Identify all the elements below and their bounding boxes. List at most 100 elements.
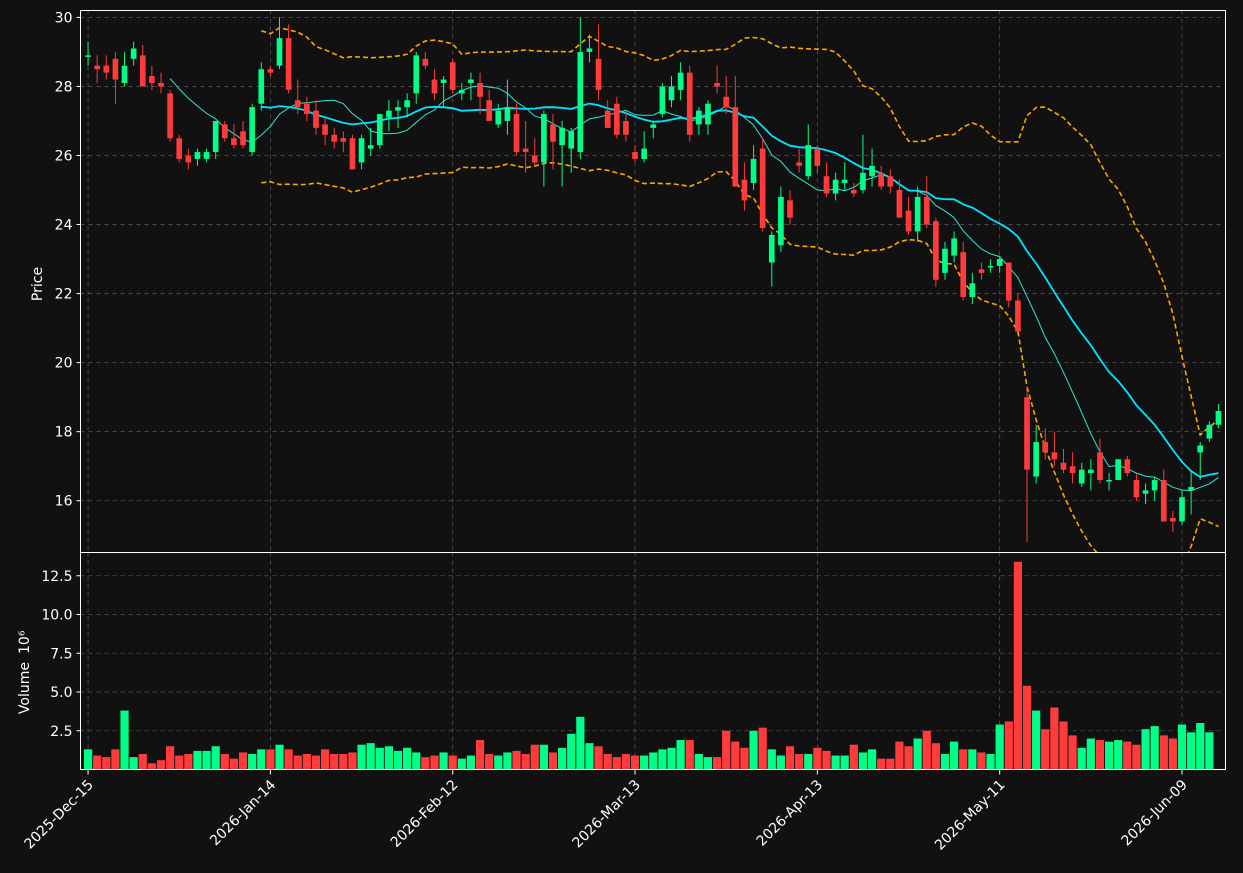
price-tick-label: 18 (55, 425, 73, 441)
candle-body (1078, 469, 1085, 484)
candle-body (231, 138, 237, 146)
volume-bar (302, 754, 311, 770)
volume-bar (558, 747, 567, 770)
volume-bar (248, 754, 257, 770)
candle-body (276, 38, 283, 66)
candle-body (550, 124, 556, 142)
volume-bar (767, 749, 776, 770)
moving-averages (169, 78, 1219, 492)
candle-body (522, 148, 529, 153)
volume-bar (1177, 724, 1187, 770)
volume-bar (120, 710, 129, 770)
candle-body (659, 86, 666, 115)
volume-bar (293, 755, 302, 770)
volume-bar (785, 746, 795, 770)
candle-body (212, 120, 219, 153)
volume-bar (202, 750, 211, 770)
candle-body (495, 110, 502, 125)
candle-body (987, 265, 994, 268)
volume-bar (676, 740, 685, 770)
candle-body (714, 82, 720, 87)
volume-tick-label: 2.5 (50, 724, 72, 740)
candle-body (358, 138, 365, 163)
volume-bar (457, 758, 466, 770)
candle-body (413, 55, 420, 94)
candle-body (194, 152, 201, 159)
candle-body (1197, 445, 1204, 453)
volume-bar (940, 754, 950, 770)
volume-bar (649, 752, 658, 770)
volume-bar (758, 727, 767, 770)
volume-bar (1041, 729, 1050, 770)
volume-bar (102, 757, 111, 770)
volume-bar (1150, 726, 1159, 770)
price-tick-label: 26 (55, 148, 73, 164)
volume-bar (1141, 729, 1150, 770)
volume-bar (229, 758, 239, 770)
volume-panel-frame (80, 552, 1226, 770)
volume-bar (904, 746, 913, 770)
candle-body (1033, 442, 1039, 477)
volume-axis-label-group: Volume 10⁶ (17, 630, 33, 714)
volume-bar (1013, 561, 1023, 770)
volume-bar (594, 746, 603, 770)
volume-bar (129, 757, 138, 770)
candle-body (823, 176, 830, 194)
volume-bar (393, 750, 403, 770)
volume-bar (813, 747, 822, 770)
candle-body (933, 221, 939, 280)
candle-body (221, 124, 228, 139)
volume-bar (366, 743, 375, 770)
volume-bars (83, 561, 1214, 770)
candle-body (996, 259, 1003, 266)
volume-bar (266, 749, 275, 770)
volume-bar (475, 740, 485, 770)
volume-bar (466, 755, 476, 770)
volume-bar (822, 750, 831, 770)
price-tick-label: 16 (55, 494, 73, 510)
candle-body (686, 72, 693, 135)
bollinger-bands (261, 26, 1220, 553)
volume-bar (1086, 738, 1095, 770)
volume-bar (320, 749, 330, 770)
candle-body (176, 138, 183, 159)
volume-bar (384, 746, 393, 770)
candle-body (477, 82, 483, 97)
candle-body (313, 110, 319, 128)
volume-bar (685, 740, 694, 770)
volume-bar (712, 757, 722, 770)
volume-bar (913, 738, 922, 770)
volume-bar (986, 754, 995, 770)
candle-body (1124, 459, 1131, 474)
candle-body (668, 86, 675, 101)
volume-bar (886, 758, 895, 770)
candle-body (349, 138, 356, 170)
volume-bar (640, 755, 649, 770)
price-candles (85, 17, 1222, 543)
candle-body (513, 114, 520, 153)
price-y-ticks: 16 18 20 22 24 26 28 30 (55, 10, 81, 510)
volume-bar (949, 741, 959, 770)
candle-body (103, 65, 110, 73)
volume-bar (357, 744, 366, 770)
volume-bar (630, 755, 640, 770)
volume-bar (403, 747, 412, 770)
ma-fast-line (169, 78, 1219, 492)
candle-body (568, 131, 575, 149)
candle-body (641, 148, 647, 159)
volume-bar (776, 755, 785, 770)
candle-body (1024, 397, 1030, 470)
candle-body (750, 158, 757, 184)
candle-body (267, 69, 274, 73)
candle-body (1015, 300, 1021, 332)
volume-bar (740, 747, 749, 770)
candle-body (623, 120, 629, 135)
candle-body (1097, 452, 1103, 481)
volume-bar (1114, 740, 1123, 770)
candle-body (942, 248, 948, 273)
ma-slow-line (261, 102, 1219, 478)
volume-bar (831, 755, 840, 770)
candle-body (1115, 459, 1122, 481)
candle-body (677, 72, 684, 90)
candle-body (1215, 410, 1222, 425)
